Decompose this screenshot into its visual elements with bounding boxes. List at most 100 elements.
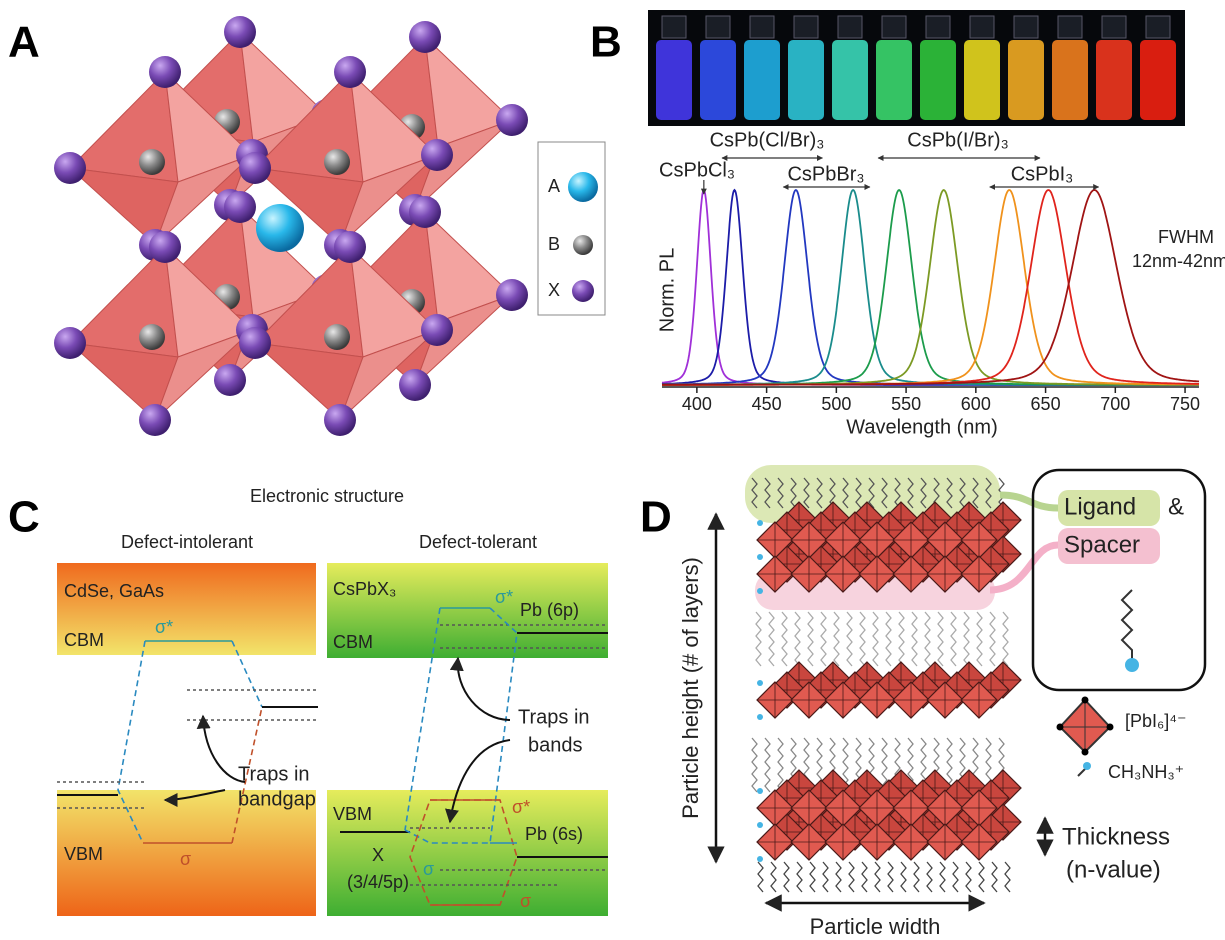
vial (744, 40, 780, 120)
vial (1096, 40, 1132, 120)
x-tick-label: 750 (1170, 394, 1200, 414)
band-label: VBM (333, 804, 372, 824)
annotation: Traps in (518, 706, 590, 728)
pl-spectrum (662, 190, 1199, 385)
pl-spectrum (662, 190, 1199, 385)
orbital-label: σ (520, 891, 531, 911)
ligand (795, 612, 800, 666)
atom (224, 16, 256, 48)
ligand (966, 862, 971, 892)
atom (224, 191, 256, 223)
label: Ligand (1064, 493, 1136, 520)
atom (334, 231, 366, 263)
x-tick-label: 450 (752, 394, 782, 414)
vial (832, 40, 868, 120)
legend-label: A (548, 176, 560, 196)
vial-cap (794, 16, 818, 38)
panel-a: A A B X (8, 16, 605, 436)
ligand (953, 862, 958, 892)
legend-sphere (568, 172, 598, 202)
vial-cap (750, 16, 774, 38)
ligand (752, 738, 757, 792)
vial (920, 40, 956, 120)
pl-spectrum (662, 190, 1199, 385)
annotation: CsPbBr₃ (787, 163, 864, 185)
title: Electronic structure (250, 486, 404, 506)
figure: A A B X B Wavelength (nm) Norm. PL CsPb(… (0, 0, 1225, 940)
vial (964, 40, 1000, 120)
x-tick-label: 550 (891, 394, 921, 414)
annotation: CsPb(I/Br)₃ (907, 129, 1008, 151)
cation (757, 714, 763, 720)
pl-spectrum (662, 190, 1199, 385)
ligand (875, 862, 880, 892)
atom (496, 104, 528, 136)
atom (496, 279, 528, 311)
atom (139, 149, 165, 175)
vial (1140, 40, 1176, 120)
vial-cap (926, 16, 950, 38)
ligand (977, 612, 982, 666)
ligand (899, 612, 904, 666)
axis-label: Particle height (# of layers) (678, 557, 703, 819)
pl-spectrum (662, 190, 1199, 385)
label: (n-value) (1066, 856, 1161, 883)
ligand (758, 862, 763, 892)
ligand (938, 612, 943, 666)
x-tick-label: 500 (821, 394, 851, 414)
orbital-label: σ* (155, 617, 173, 637)
atom (139, 324, 165, 350)
atom (239, 152, 271, 184)
atom (409, 21, 441, 53)
atom (256, 204, 304, 252)
orbital-label: X (372, 845, 384, 865)
atom (149, 231, 181, 263)
y-axis-label: Norm. PL (656, 248, 678, 332)
atom (334, 56, 366, 88)
ligand (964, 612, 969, 666)
vial-cap (662, 16, 686, 38)
ligand (886, 612, 891, 666)
vial (1052, 40, 1088, 120)
vial-cap (838, 16, 862, 38)
lattice (752, 478, 1021, 892)
x-axis-label: Wavelength (nm) (846, 416, 998, 438)
ligand (979, 862, 984, 892)
connector (1000, 495, 1058, 508)
ligand (888, 862, 893, 892)
annotation: CsPbI₃ (1011, 163, 1074, 185)
ligand (940, 862, 945, 892)
vial-cap (1102, 16, 1126, 38)
legend-label: B (548, 234, 560, 254)
x-tick-label: 400 (682, 394, 712, 414)
vial-cap (1058, 16, 1082, 38)
vial (876, 40, 912, 120)
ligand (927, 862, 932, 892)
annotation: FWHM (1158, 227, 1214, 247)
panel-d: D Ligand & Spacer [PbI₆]⁴⁻ CH₃NH₃⁺ Thick… (640, 465, 1205, 939)
legend-label: CH₃NH₃⁺ (1108, 762, 1184, 782)
panel-label: A (8, 18, 40, 67)
atom (421, 139, 453, 171)
axis-label: Particle width (810, 914, 941, 939)
annotation: CsPbCl₃ (659, 159, 735, 181)
band-label: CBM (333, 632, 373, 652)
ligand (1003, 612, 1008, 666)
orbital-label: σ* (495, 587, 513, 607)
panel-c: C Electronic structure Defect-intolerant… (8, 486, 608, 916)
vial (656, 40, 692, 120)
ligand (797, 862, 802, 892)
vial-cap (970, 16, 994, 38)
atom (54, 152, 86, 184)
orbital-label: (3/4/5p) (347, 872, 409, 892)
ligand (836, 862, 841, 892)
orbital-label: σ (423, 859, 434, 879)
atom (324, 149, 350, 175)
label: & (1168, 493, 1184, 520)
annotation: CsPb(Cl/Br)₃ (710, 129, 825, 151)
ligand (901, 862, 906, 892)
pl-spectrum (662, 190, 1199, 385)
heading: Defect-intolerant (121, 532, 253, 552)
label: Spacer (1064, 531, 1140, 558)
ligand (862, 862, 867, 892)
